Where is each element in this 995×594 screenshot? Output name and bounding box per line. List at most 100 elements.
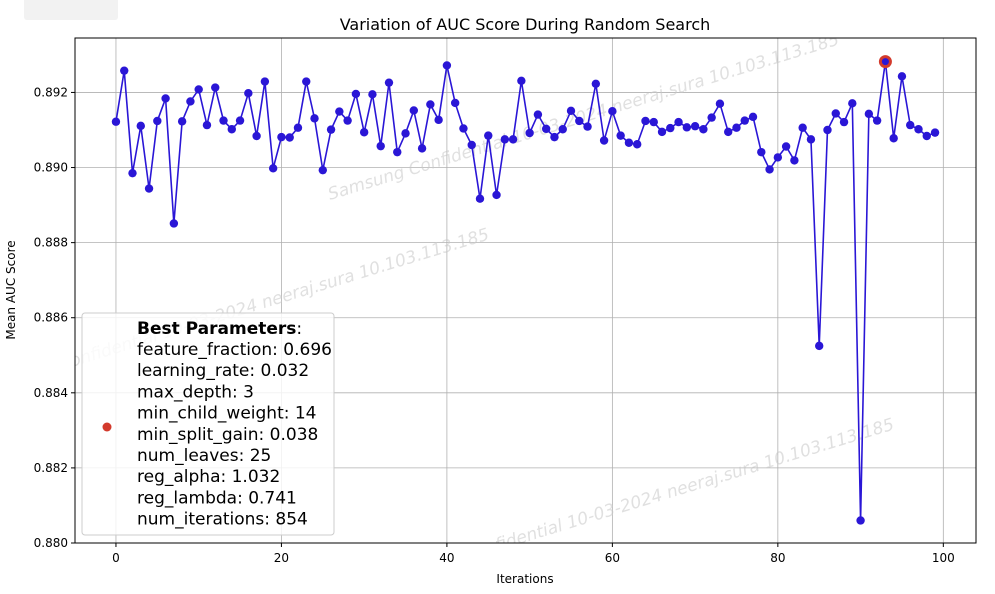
legend-heading: Best Parameters: [137,319,302,339]
data-point [244,88,253,98]
x-tick-label: 60 [605,551,620,565]
legend-param-line: max_depth: 3 [137,382,254,402]
legend-marker [102,422,112,432]
data-point [177,117,187,126]
data-point [550,132,559,142]
data-point [359,128,369,137]
data-point [393,147,402,157]
data-point [136,121,145,131]
data-point [326,125,336,134]
data-point [111,117,121,126]
legend-box [81,312,335,536]
data-point [641,116,650,126]
legend-param-line: min_child_weight: 14 [137,404,317,424]
x-tick-label: 20 [274,551,289,565]
data-point [144,184,154,193]
legend-param-line: num_iterations: 854 [137,510,308,530]
data-point [649,117,658,127]
data-point [426,100,435,109]
data-point [384,78,394,87]
data-point [517,76,526,86]
y-tick-label: 0.892 [34,85,68,99]
data-point [715,99,725,108]
data-point [914,125,923,134]
best-point-center [881,58,889,66]
data-point [467,140,476,150]
data-point [310,114,319,123]
data-point [120,66,129,75]
data-point [260,77,270,86]
data-point [748,112,758,122]
data-point [541,124,551,134]
data-point [268,164,278,173]
data-point [235,116,245,125]
data-point [856,516,865,525]
data-point [186,97,195,106]
data-point [583,122,592,131]
data-point [740,116,749,125]
data-point [872,116,882,125]
best-parameters-legend: Best Parameters: feature_fraction: 0.696… [81,312,335,536]
data-point [848,99,857,108]
legend-param-line: min_split_gain: 0.038 [137,425,318,445]
data-point [401,129,410,138]
data-point [632,140,642,149]
data-point [500,135,510,144]
legend-param-line: reg_lambda: 0.741 [137,488,297,508]
data-point [219,116,228,125]
data-point [128,168,137,178]
data-point [599,136,609,145]
data-point [790,156,799,165]
data-point [442,61,452,70]
y-tick-label: 0.884 [34,386,68,400]
data-point [798,123,807,132]
data-point [508,135,518,144]
data-point [864,109,874,119]
data-point [616,131,625,140]
legend-heading-text: Best Parameters [137,319,296,339]
y-tick-label: 0.888 [34,236,68,250]
data-point [302,77,311,86]
data-point [409,106,419,115]
x-axis-title: Iterations [496,572,553,586]
data-point [831,109,840,118]
data-point [285,133,294,142]
series-line [115,61,936,521]
data-point [906,120,915,130]
data-point [492,190,501,200]
data-point [624,138,634,147]
data-point [434,115,443,125]
data-point [376,141,385,151]
data-point [657,127,667,137]
data-point [335,107,344,116]
data-point [459,124,468,133]
watermark-text: Samsung Confidential 10-03-2024 neeraj.s… [381,415,897,590]
data-point [682,123,692,132]
data-point [211,83,220,92]
data-point [194,85,203,94]
y-tick-label: 0.890 [34,161,68,175]
legend-param-line: reg_alpha: 1.032 [137,467,280,487]
data-point [153,116,162,126]
legend-param-line: num_leaves: 25 [137,446,271,466]
data-point [533,110,543,119]
chart-title: Variation of AUC Score During Random Sea… [340,15,711,34]
data-point [707,113,716,122]
y-tick-label: 0.886 [34,311,68,325]
watermark-tab [24,0,118,20]
data-point [293,123,303,132]
data-point [252,131,261,141]
x-tick-label: 80 [770,551,785,565]
data-point [484,131,493,140]
y-axis-title: Mean AUC Score [4,240,18,339]
data-point [566,106,576,116]
legend-heading-colon: : [296,319,302,339]
data-point [318,165,327,175]
data-point [368,90,377,99]
data-point [674,117,683,127]
data-point [839,117,849,127]
watermark-text: Samsung Confidential 10-03-2024 neeraj.s… [326,30,842,205]
data-point [608,107,617,116]
data-point [781,142,791,151]
data-point [666,123,675,133]
